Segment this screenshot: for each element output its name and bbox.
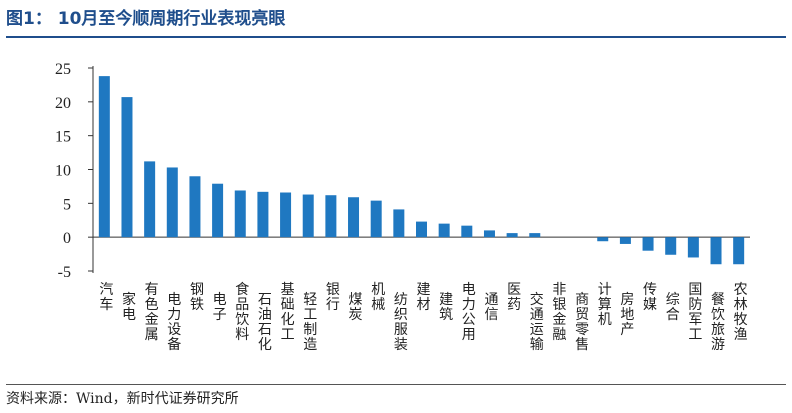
x-category-label: 传媒 (643, 282, 657, 313)
bar (529, 233, 541, 238)
bar (733, 237, 745, 265)
x-category-label: 汽车 (99, 282, 113, 313)
y-tick-label: 15 (55, 129, 71, 146)
x-category-label: 银行 (326, 282, 340, 313)
x-category-label: 通信 (484, 292, 498, 323)
y-axis: 25 20 15 10 5 0 -5 (55, 61, 750, 281)
y-tick-label: 10 (55, 163, 71, 180)
x-category-label: 国防军工 (688, 282, 702, 343)
x-category-label: 煤炭 (349, 292, 363, 323)
x-category-label: 有色金属 (145, 282, 159, 343)
x-category-label: 交通运输 (530, 291, 544, 353)
bar (438, 223, 450, 238)
source-divider (6, 384, 786, 385)
x-category-label: 家电 (122, 291, 136, 323)
bar (98, 76, 110, 238)
source-note: 资料来源：Wind，新时代证券研究所 (6, 391, 239, 407)
x-category-label: 综合 (666, 292, 680, 323)
x-category-label: 医药 (507, 282, 521, 313)
bar (642, 237, 654, 251)
y-tick-label: 20 (55, 95, 71, 112)
x-category-label: 房地产 (620, 292, 634, 338)
bar (189, 176, 201, 238)
title-divider (6, 36, 786, 38)
bars (98, 76, 745, 265)
x-category-label: 食品饮料 (235, 281, 249, 343)
bar (393, 209, 405, 238)
x-category-label: 石油石化 (258, 292, 272, 353)
y-tick-label: -5 (58, 264, 71, 281)
x-category-label: 商贸零售 (575, 292, 589, 353)
x-category-label: 纺织服装 (394, 292, 408, 353)
x-category-label: 非银金融 (552, 282, 566, 343)
y-tick-label: 25 (55, 61, 71, 78)
bar (461, 225, 473, 238)
bar (234, 190, 246, 238)
bar (121, 97, 133, 238)
x-category-label: 基础化工 (281, 281, 295, 343)
bar (325, 195, 337, 238)
bar (597, 237, 609, 242)
bar (212, 183, 224, 238)
bar (257, 191, 269, 238)
x-category-label: 建材 (417, 282, 431, 313)
x-category-label: 轻工制造 (303, 292, 317, 353)
x-category-label: 餐饮旅游 (711, 292, 725, 353)
x-category-label: 计算机 (598, 282, 612, 328)
y-tick-label: 0 (63, 230, 71, 247)
bar (280, 192, 292, 238)
bar (416, 221, 427, 238)
bar (370, 200, 382, 238)
bar (348, 197, 360, 238)
figure-title: 图1： 10月至今顺周期行业表现亮眼 (6, 9, 286, 29)
bar (483, 230, 495, 238)
bar (144, 161, 156, 238)
bar (506, 233, 518, 238)
bar (302, 194, 314, 238)
bar (166, 167, 178, 238)
x-category-label: 建筑 (439, 292, 453, 323)
x-category-label: 电力公用 (462, 282, 476, 343)
x-category-label: 电力设备 (167, 292, 181, 353)
x-category-label: 电子 (213, 292, 227, 323)
bar (665, 237, 677, 255)
bar (710, 237, 722, 265)
x-category-label: 农林牧渔 (734, 282, 748, 343)
bar (619, 237, 631, 244)
bar (687, 237, 699, 258)
x-category-label: 钢铁 (190, 282, 204, 313)
x-category-label: 机械 (371, 282, 385, 313)
y-tick-label: 5 (63, 196, 71, 213)
